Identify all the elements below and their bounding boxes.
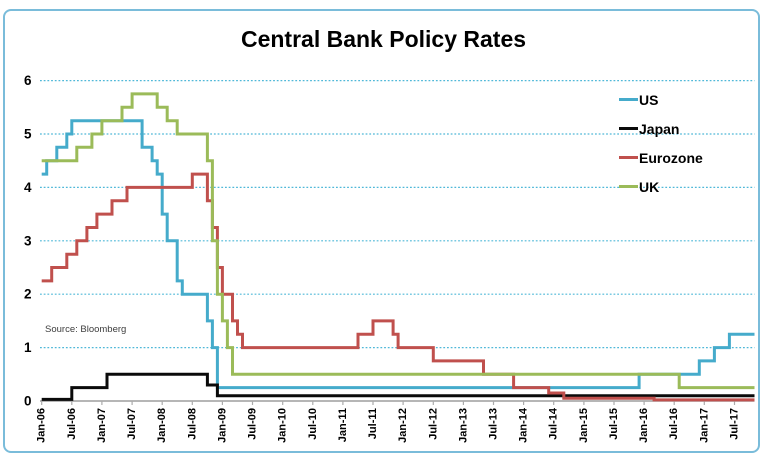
y-axis-label: 2 xyxy=(24,287,32,302)
legend-label-eurozone: Eurozone xyxy=(639,149,703,166)
legend-swatch-japan xyxy=(619,127,638,130)
series-line-uk xyxy=(41,92,755,390)
x-axis-label: Jan-13 xyxy=(457,408,469,443)
x-axis-label: Jan-14 xyxy=(518,407,530,443)
legend-label-japan: Japan xyxy=(639,120,680,137)
series-line-us xyxy=(41,119,755,390)
legend-item-eurozone: Eurozone xyxy=(619,143,703,172)
legend-item-us: US xyxy=(619,85,703,114)
x-axis-label: Jul-16 xyxy=(668,408,680,440)
legend-item-uk: UK xyxy=(619,172,703,201)
chart-title: Central Bank Policy Rates xyxy=(240,26,527,52)
legend-swatch-us xyxy=(619,98,638,101)
source-note: Source: Bloomberg xyxy=(45,324,127,335)
series-line-eurozone xyxy=(41,172,755,402)
y-axis-label: 0 xyxy=(24,394,32,409)
legend: US Japan Eurozone UK xyxy=(619,85,703,201)
x-axis-label: Jul-15 xyxy=(608,408,620,440)
x-axis-label: Jan-17 xyxy=(698,408,710,443)
y-axis-label: 1 xyxy=(24,340,32,355)
x-axis-label: Jul-14 xyxy=(548,407,560,440)
legend-label-us: US xyxy=(639,91,659,108)
x-axis-label: Jul-10 xyxy=(307,408,319,440)
x-axis-label: Jan-07 xyxy=(96,408,108,443)
x-axis-label: Jan-12 xyxy=(397,408,409,443)
legend-label-uk: UK xyxy=(639,178,660,195)
x-axis-label: Jul-11 xyxy=(367,408,379,439)
x-axis-label: Jul-13 xyxy=(488,408,500,440)
y-axis-label: 4 xyxy=(24,180,32,195)
y-axis-label: 5 xyxy=(24,127,32,142)
x-axis-label: Jul-17 xyxy=(729,408,741,440)
legend-swatch-uk xyxy=(619,185,638,188)
legend-item-japan: Japan xyxy=(619,114,703,143)
x-axis-label: Jan-08 xyxy=(156,408,168,443)
y-axis-label: 3 xyxy=(24,233,32,248)
x-axis-label: Jul-08 xyxy=(186,408,198,440)
x-axis-label: Jan-16 xyxy=(638,408,650,443)
legend-swatch-eurozone xyxy=(619,156,638,159)
x-axis-label: Jul-06 xyxy=(66,408,78,440)
x-axis-label: Jan-10 xyxy=(277,408,289,443)
x-axis-label: Jan-11 xyxy=(337,408,349,442)
x-axis-label: Jul-12 xyxy=(427,408,439,440)
x-axis-label: Jan-15 xyxy=(578,408,590,443)
y-axis-label: 6 xyxy=(24,73,32,88)
x-axis-label: Jan-09 xyxy=(216,408,228,443)
series-line-japan xyxy=(41,372,755,401)
x-axis-label: Jan-06 xyxy=(36,408,48,443)
x-axis-label: Jul-07 xyxy=(126,408,138,440)
x-axis-label: Jul-09 xyxy=(247,408,259,440)
